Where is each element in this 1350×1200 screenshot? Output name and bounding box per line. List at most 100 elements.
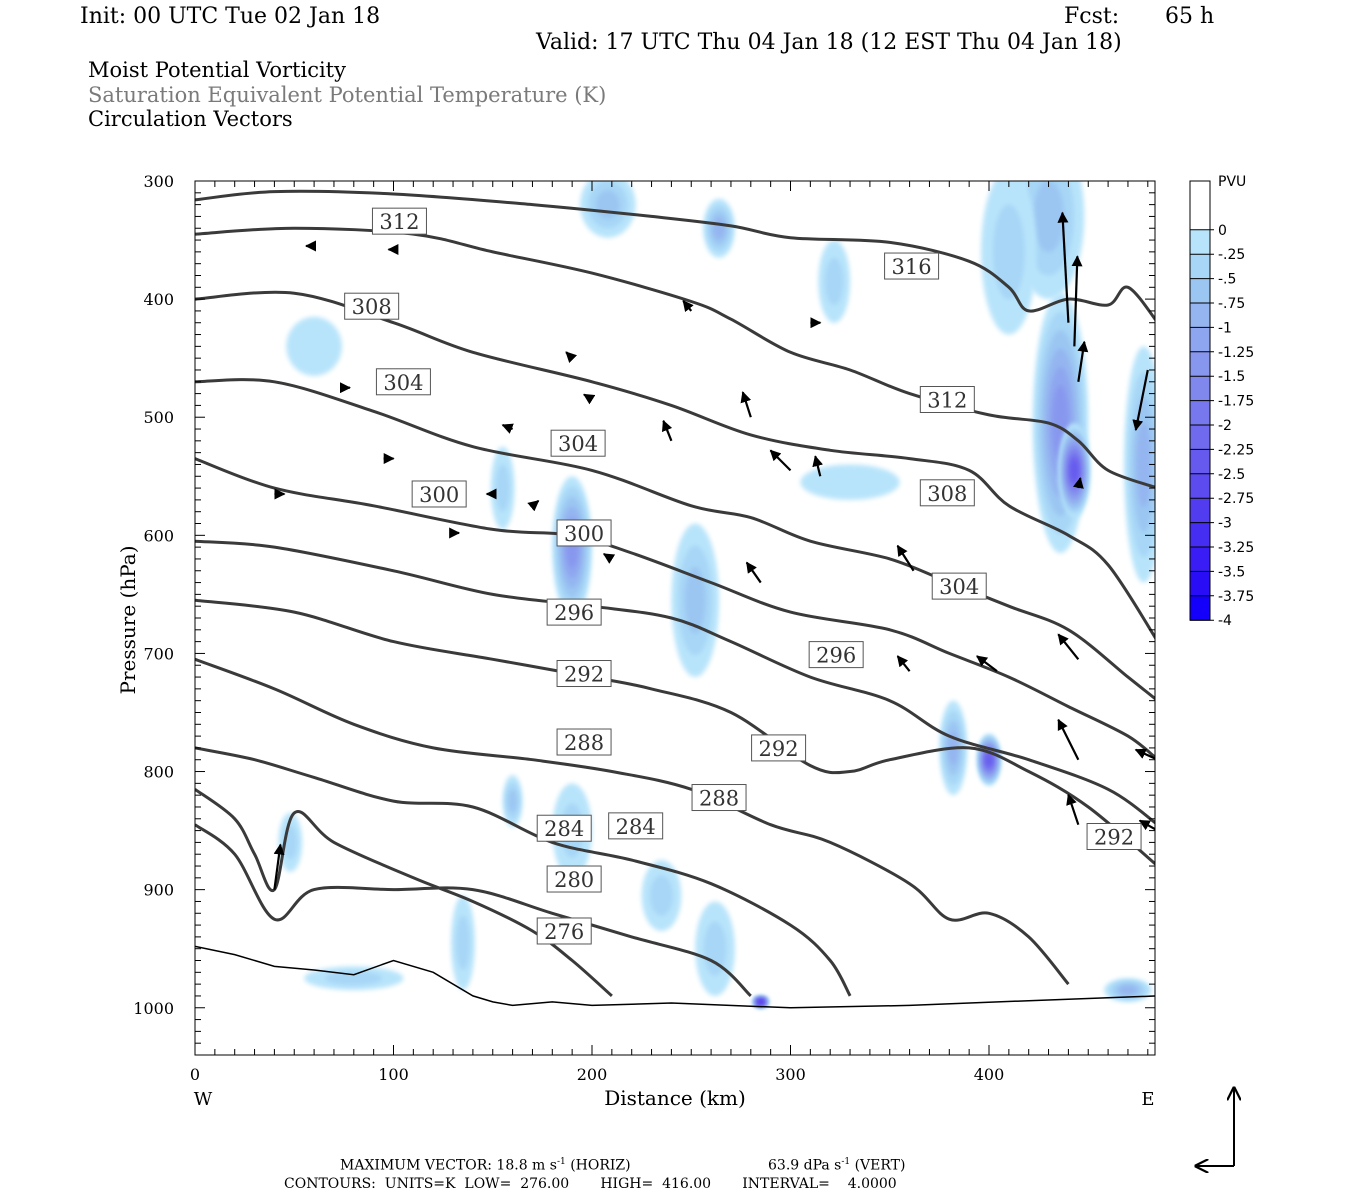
contour-label-box-6 <box>411 480 467 508</box>
circulation-vector-7 <box>769 449 792 472</box>
circulation-vector-23 <box>527 499 540 512</box>
circulation-vector-4 <box>1132 369 1149 432</box>
field-theta-es: Saturation Equivalent Potential Temperat… <box>88 83 607 107</box>
contour-label-9: 304 <box>931 572 987 600</box>
terrain-profile <box>195 945 1155 1009</box>
x-tick-label-200: 200 <box>577 1065 608 1084</box>
colorbar-label-12: -3 <box>1218 516 1232 532</box>
contour-label-text-19: 280 <box>554 868 594 892</box>
pv-blob-6-level-4 <box>684 567 706 634</box>
contour-label-12: 292 <box>556 660 612 688</box>
pv-blob-23-level-3 <box>325 971 383 986</box>
isentrope-300 <box>195 457 1155 760</box>
colorbar-swatch-16 <box>1190 571 1210 596</box>
contour-label-13: 288 <box>556 728 612 756</box>
y-tick-label-400: 400 <box>143 290 174 309</box>
circulation-vector-6 <box>661 419 673 442</box>
circulation-vector-8 <box>745 561 762 584</box>
circulation-vector-31 <box>682 300 694 313</box>
contour-label-text-10: 296 <box>554 601 594 625</box>
reference-vector <box>1196 1088 1234 1166</box>
contour-label-box-14 <box>751 734 807 762</box>
contour-label-box-17 <box>608 812 664 840</box>
contour-label-text-8: 300 <box>564 522 604 546</box>
contour-label-box-1 <box>884 252 940 280</box>
contour-label-2: 308 <box>344 292 400 320</box>
footer-max-vector-vert: 63.9 dPa s-1 (VERT) <box>768 1157 905 1174</box>
contour-label-15: 288 <box>691 784 747 812</box>
max-vector-horiz-exp: -1 <box>556 1157 566 1167</box>
y-tick-label-300: 300 <box>143 172 174 191</box>
pv-colorbar: 0 -.25 -.5 -.75 -1 -1.25 -1.5 -1.75 -2 -2.25 -2.5 -… <box>1189 180 1254 629</box>
contour-label-6: 300 <box>411 480 467 508</box>
colorbar-label-2: -.5 <box>1218 272 1236 288</box>
circulation-vector-11 <box>1057 633 1080 661</box>
y-tick-label-600: 600 <box>143 526 174 545</box>
pv-blob-14-level-11 <box>986 753 992 766</box>
colorbar-swatch-11 <box>1190 449 1210 474</box>
colorbar-swatch-15 <box>1190 547 1210 572</box>
contour-label-19: 280 <box>546 865 602 893</box>
isentrope-296 <box>195 539 1155 825</box>
circulation-vector-24 <box>602 553 616 564</box>
contour-label-text-5: 304 <box>558 432 598 456</box>
circulation-vector-16 <box>273 843 285 890</box>
pv-blob-18-level-3 <box>650 875 673 916</box>
contour-label-box-15 <box>691 784 747 812</box>
pv-blob-4-level-5 <box>1136 421 1152 508</box>
forecast-hour-label: Fcst: <box>1064 4 1120 29</box>
x-tick-label-300: 300 <box>775 1065 806 1084</box>
pv-blob-12-level-2 <box>800 464 900 500</box>
colorbar-label-6: -1.5 <box>1218 369 1245 385</box>
contour-label-box-12 <box>556 660 612 688</box>
colorbar-label-15: -3.75 <box>1218 589 1254 605</box>
y-tick-label-700: 700 <box>143 644 174 663</box>
max-vector-vert-label: (VERT) <box>850 1157 906 1174</box>
isentrope-316 <box>195 189 1155 322</box>
contour-label-text-20: 276 <box>544 920 584 944</box>
contour-label-box-4 <box>919 386 975 413</box>
contour-label-18: 292 <box>1086 823 1142 850</box>
contour-label-box-0 <box>371 207 427 235</box>
colorbar-swatch-7 <box>1190 351 1210 377</box>
y-axis-title: Pressure (hPa) <box>116 546 140 695</box>
max-vector-vert: 63.9 dPa s <box>768 1157 842 1174</box>
contour-label-box-9 <box>931 572 987 600</box>
pv-blob-11-level-3 <box>495 464 510 512</box>
colorbar-label-11: -2.75 <box>1218 491 1254 507</box>
contour-label-5: 304 <box>550 429 606 457</box>
circulation-vector-29 <box>565 351 578 364</box>
isentrope-292 <box>195 598 1155 866</box>
contour-label-box-10 <box>546 598 602 626</box>
colorbar-label-10: -2.5 <box>1218 467 1245 483</box>
contour-label-text-0: 312 <box>379 210 419 234</box>
colorbar-swatch-10 <box>1190 425 1210 450</box>
contour-label-10: 296 <box>546 598 602 626</box>
contour-label-box-16 <box>536 814 592 842</box>
contour-label-text-6: 300 <box>419 483 459 507</box>
circulation-vector-26 <box>501 423 514 434</box>
colorbar-swatch-12 <box>1190 473 1210 499</box>
pv-blob-21-level-3 <box>456 915 470 970</box>
pv-blob-19-level-3 <box>703 921 727 976</box>
isentrope-288 <box>195 657 1070 986</box>
contour-label-14: 292 <box>751 734 807 762</box>
contour-label-20: 276 <box>536 917 592 945</box>
valid-time: Valid: 17 UTC Thu 04 Jan 18 (12 EST Thu … <box>536 30 1122 55</box>
contour-label-box-11 <box>808 641 864 669</box>
init-time: Init: 00 UTC Tue 02 Jan 18 <box>80 4 381 29</box>
contour-label-box-5 <box>550 429 606 457</box>
contour-label-3: 304 <box>375 368 431 396</box>
y-tick-label-800: 800 <box>143 763 174 782</box>
field-mpv: Moist Potential Vorticity <box>88 58 346 82</box>
contour-label-text-16: 284 <box>544 817 584 841</box>
contour-labels: 312 316 308 304 312 304 300 308 300 304 296 296 292 2… <box>344 207 1142 945</box>
x-axis-east: E <box>1141 1089 1154 1110</box>
contour-label-17: 284 <box>608 812 664 840</box>
contour-label-1: 316 <box>884 252 940 280</box>
colorbar-label-16: -4 <box>1218 613 1232 629</box>
colorbar-swatch-5 <box>1190 303 1210 328</box>
colorbar-swatch-1 <box>1190 205 1210 230</box>
isentropes <box>195 189 1155 998</box>
